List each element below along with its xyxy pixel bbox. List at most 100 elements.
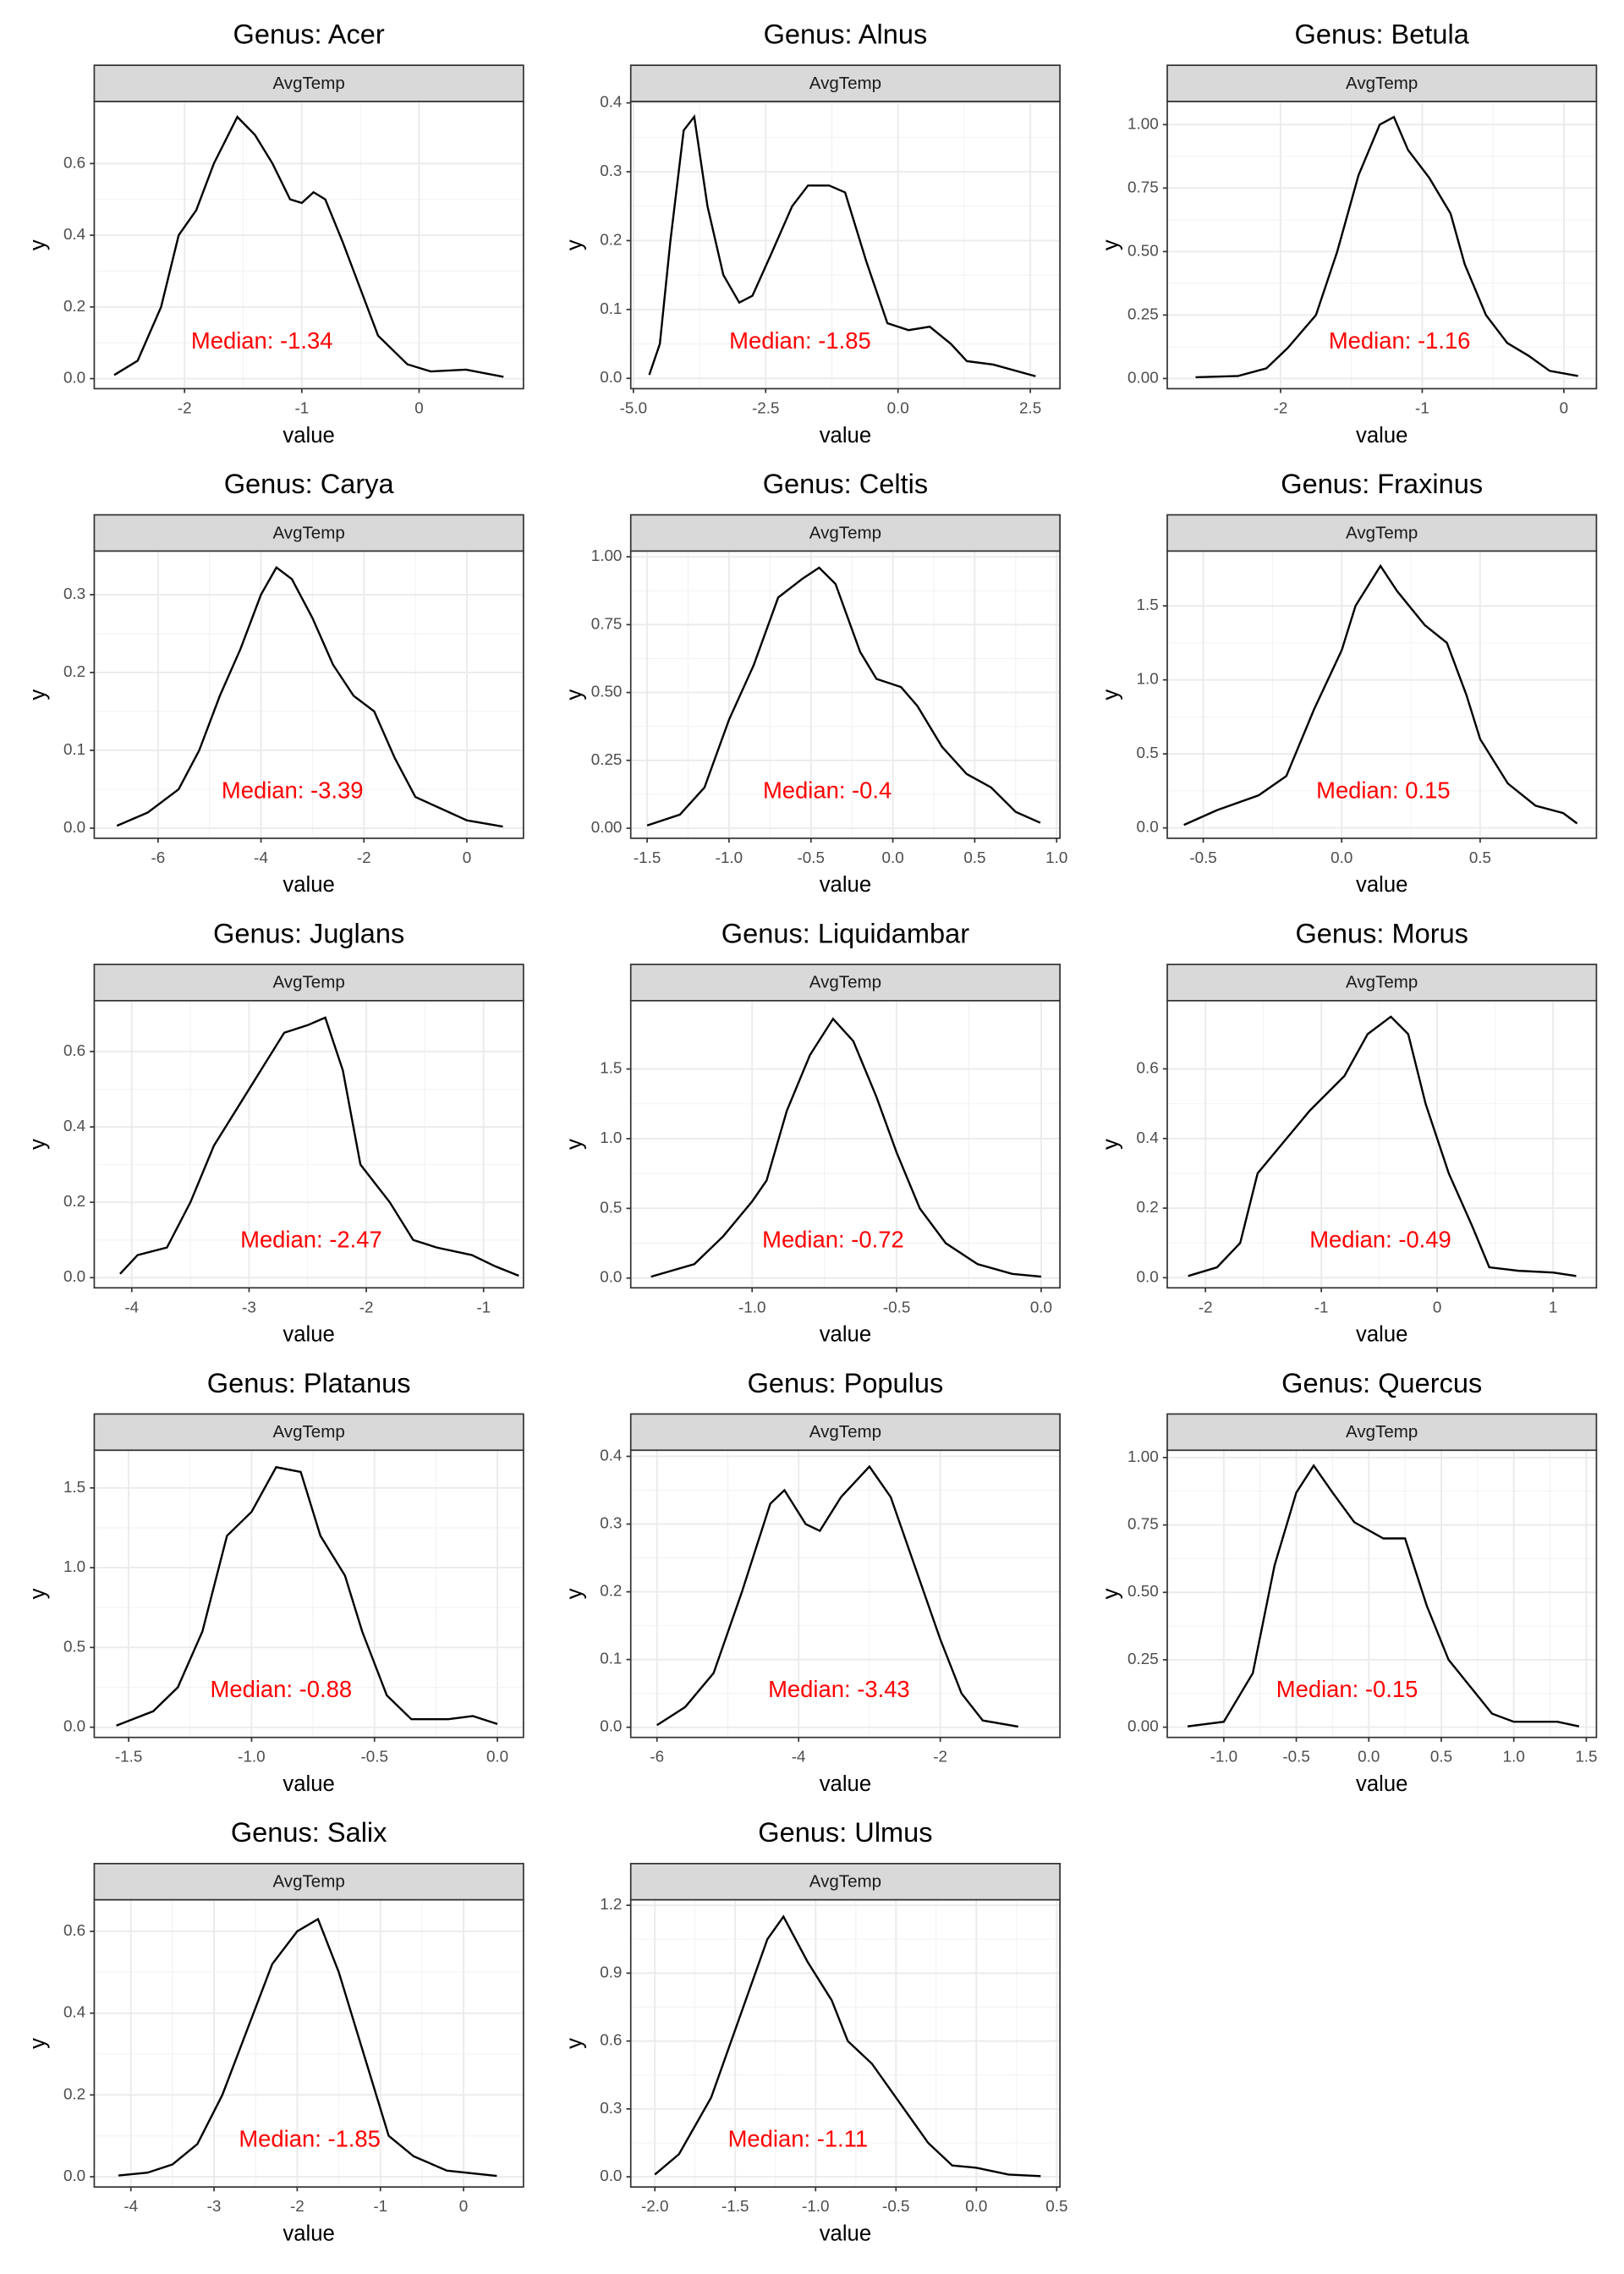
y-tick-label: 0.2 <box>63 662 85 680</box>
x-tick-label: -4 <box>254 849 268 866</box>
y-tick-label: 0.1 <box>600 299 622 317</box>
plot-background <box>1167 102 1597 389</box>
density-line <box>1187 1464 1580 1727</box>
y-tick-label: 0.50 <box>591 683 623 700</box>
panel: Genus: Quercus AvgTemp -1.0 -0.5 0.0 0.5 1.0 1.… <box>1100 1368 1598 1796</box>
plot-border <box>1166 550 1598 839</box>
y-tick-label: 0.00 <box>1127 368 1159 386</box>
x-tick-label: 0.0 <box>1030 1298 1052 1316</box>
y-tick-label: 1.0 <box>600 1129 622 1146</box>
y-tick-label: 0.6 <box>600 2031 622 2049</box>
density-line <box>1183 563 1578 827</box>
panel-title: Genus: Platanus <box>207 1368 411 1398</box>
median-annotation: Median: -0.49 <box>1309 1227 1451 1253</box>
strip-label: AvgTemp <box>272 1422 344 1442</box>
y-tick-label: 0.0 <box>63 818 85 836</box>
y-tick-label: 0.3 <box>600 1514 622 1532</box>
panel: Genus: Betula AvgTemp -2 -1 0 0.00 0.25 0.50 0.7… <box>1100 19 1598 448</box>
y-axis-label: y <box>26 689 50 700</box>
plot-background <box>94 1899 524 2188</box>
density-line <box>119 1016 519 1277</box>
y-tick-label: 1.5 <box>1137 596 1159 613</box>
density-line <box>656 1464 1018 1728</box>
y-axis-label: y <box>26 1588 50 1599</box>
y-tick-label: 0.1 <box>63 740 85 758</box>
panel-title: Genus: Juglans <box>213 918 404 948</box>
x-tick-label: 2.5 <box>1019 398 1041 416</box>
density-line <box>648 113 1036 377</box>
y-tick-label: 0.0 <box>63 2167 85 2184</box>
x-tick-label: 0.0 <box>1358 1748 1380 1766</box>
x-tick-label: -0.5 <box>1282 1748 1309 1766</box>
strip-background <box>93 1863 524 1901</box>
strip-background <box>93 964 524 1002</box>
x-tick-label: -2 <box>1199 1298 1213 1316</box>
x-axis-label: value <box>283 424 334 448</box>
x-tick-label: 0 <box>1433 1298 1441 1316</box>
x-tick-label: -2 <box>290 2197 304 2215</box>
strip-background <box>629 964 1061 1002</box>
strip-background <box>629 64 1061 102</box>
y-tick-label: 0.00 <box>1127 1717 1159 1735</box>
x-tick-label: -2.5 <box>752 398 779 416</box>
plot-border <box>93 1898 524 2188</box>
x-axis-label: value <box>820 873 871 897</box>
x-axis-label: value <box>283 1323 334 1347</box>
strip-label: AvgTemp <box>272 1872 344 1892</box>
median-annotation: Median: -3.39 <box>222 777 364 803</box>
y-tick-label: 0.25 <box>1127 305 1159 322</box>
x-tick-label: -3 <box>207 2197 222 2215</box>
panel: Genus: Alnus AvgTemp -5.0 -2.5 0.0 2.5 0.0 0.1 0… <box>562 19 1061 448</box>
x-axis-label: value <box>283 1772 334 1796</box>
density-line <box>646 566 1041 827</box>
y-tick-label: 0.5 <box>63 1637 85 1655</box>
plot-border <box>1166 101 1598 390</box>
plot-border <box>93 550 524 839</box>
x-tick-label: -1 <box>294 398 309 416</box>
panel-title: Genus: Celtis <box>763 469 928 499</box>
x-tick-label: 1.0 <box>1045 849 1067 866</box>
panel-title: Genus: Carya <box>224 469 395 499</box>
plot-border <box>629 550 1061 839</box>
y-tick-label: 0.0 <box>1137 818 1159 836</box>
x-axis-label: value <box>820 2222 871 2246</box>
y-tick-label: 0.3 <box>63 585 85 602</box>
panel: Genus: Liquidambar AvgTemp -1.0 -0.5 0.0 0.0 0… <box>562 918 1061 1347</box>
panel: Genus: Platanus AvgTemp -1.5 -1.0 -0.5 0.0 0.0… <box>26 1368 524 1796</box>
median-annotation: Median: -2.47 <box>240 1227 382 1253</box>
strip-label: AvgTemp <box>272 973 344 992</box>
density-line <box>1195 115 1578 379</box>
median-annotation: Median: -1.85 <box>729 327 871 354</box>
y-tick-label: 0.2 <box>63 1192 85 1210</box>
y-tick-label: 0.1 <box>600 1650 622 1667</box>
panel-title: Genus: Alnus <box>764 19 928 49</box>
y-tick-label: 0.4 <box>600 1446 622 1464</box>
strip-background <box>1166 964 1598 1002</box>
x-tick-label: -1.5 <box>115 1748 142 1766</box>
y-tick-label: 0.75 <box>591 614 623 632</box>
x-axis-label: value <box>1356 424 1407 448</box>
y-tick-label: 0.25 <box>591 750 623 768</box>
y-tick-label: 0.2 <box>63 2084 85 2102</box>
plot-border <box>93 101 524 390</box>
strip-label: AvgTemp <box>272 74 344 93</box>
strip-background <box>1166 1413 1598 1452</box>
panel-title: Genus: Salix <box>231 1817 387 1848</box>
y-tick-label: 0.5 <box>1137 744 1159 761</box>
panel: Genus: Fraxinus AvgTemp -0.5 0.0 0.5 0.0 0.5 1.… <box>1100 469 1598 897</box>
y-tick-label: 0.4 <box>63 2003 85 2021</box>
y-tick-label: 0.0 <box>63 1267 85 1285</box>
panel-title: Genus: Betula <box>1295 19 1470 49</box>
strip-label: AvgTemp <box>809 973 881 992</box>
x-tick-label: -1 <box>1415 398 1429 416</box>
plot-border <box>1166 1000 1598 1289</box>
strip-background <box>93 1413 524 1452</box>
y-tick-label: 0.0 <box>63 1717 85 1735</box>
median-annotation: Median: -1.11 <box>728 2126 869 2152</box>
y-tick-label: 0.0 <box>600 368 622 386</box>
panel: Genus: Juglans AvgTemp -4 -3 -2 -1 0.0 0.2 0.4 0.… <box>26 918 524 1347</box>
x-tick-label: -2 <box>359 1298 374 1316</box>
y-axis-label: y <box>562 2038 586 2049</box>
x-tick-label: 0.0 <box>486 1748 508 1766</box>
